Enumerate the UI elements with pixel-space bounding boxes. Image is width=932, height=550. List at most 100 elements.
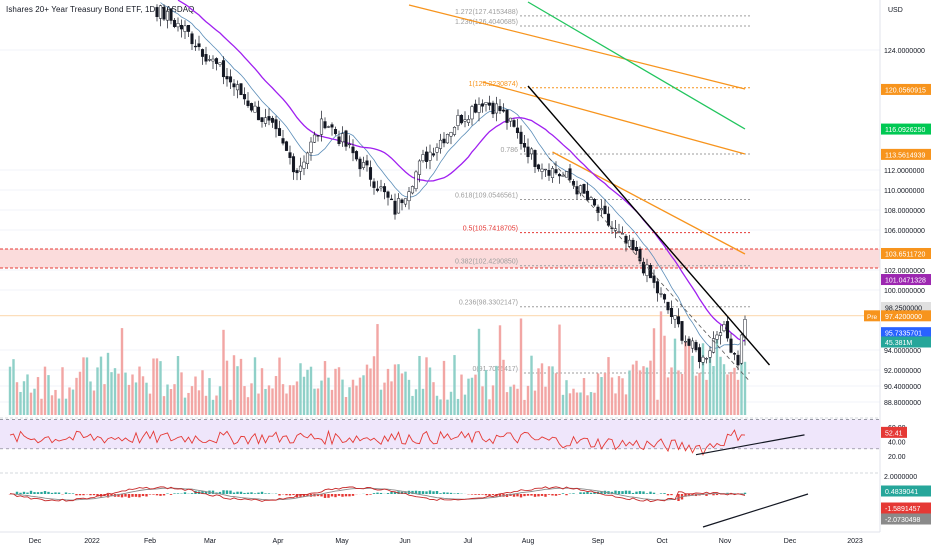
macd-histogram-bar xyxy=(75,494,78,496)
candle-body xyxy=(568,168,572,180)
price-tag xyxy=(881,310,931,322)
volume-bar xyxy=(463,394,467,415)
macd-histogram-bar xyxy=(666,494,670,496)
macd-histogram-bar xyxy=(715,494,719,496)
candle-body xyxy=(221,60,226,78)
candle-body xyxy=(267,116,271,121)
candle-body xyxy=(725,321,730,339)
candle-body xyxy=(708,350,712,358)
macd-histogram-bar xyxy=(684,494,687,497)
candle-body xyxy=(239,83,243,96)
candle-body xyxy=(386,191,390,198)
candle-body xyxy=(438,139,443,149)
candle-body xyxy=(155,7,159,17)
macd-histogram-bar xyxy=(173,493,176,494)
macd-histogram-bar xyxy=(544,494,547,497)
candle-body xyxy=(375,188,380,191)
volume-bar xyxy=(8,366,12,415)
volume-bar xyxy=(33,388,36,415)
macd-histogram-bar xyxy=(631,492,635,494)
volume-bar xyxy=(96,367,99,415)
candle-body xyxy=(554,169,558,174)
time-tick-label: Oct xyxy=(657,538,668,545)
macd-histogram-bar xyxy=(299,494,302,497)
volume-bar xyxy=(635,360,638,415)
macd-histogram-bar xyxy=(474,494,477,495)
candle-body xyxy=(676,316,681,325)
volume-bar xyxy=(22,381,26,415)
volume-bar xyxy=(145,382,148,415)
rsi-tick-label: 40.00 xyxy=(888,439,906,446)
price-tag-label: 95.7335701 xyxy=(885,331,922,338)
macd-histogram-bar xyxy=(152,494,155,495)
candle-body xyxy=(683,341,688,343)
volume-bar xyxy=(110,372,113,415)
candle-body xyxy=(589,197,593,200)
candle-body xyxy=(260,117,264,122)
volume-bar xyxy=(61,367,64,415)
volume-bar xyxy=(348,387,351,415)
macd-histogram-bar xyxy=(659,493,663,494)
volume-bar xyxy=(733,367,736,415)
volume-bar xyxy=(85,357,89,415)
time-tick-label: May xyxy=(335,538,349,545)
candle-body xyxy=(662,294,667,300)
price-tag xyxy=(881,327,931,339)
volume-bar xyxy=(467,378,470,415)
candle-body xyxy=(515,127,520,134)
volume-bar xyxy=(169,389,173,415)
candle-body xyxy=(298,165,303,172)
candle-body xyxy=(470,106,474,120)
candle-body xyxy=(673,315,677,320)
candle-body xyxy=(235,84,240,91)
candle-body xyxy=(211,58,215,62)
candle-body xyxy=(690,340,695,349)
macd-histogram-bar xyxy=(19,492,22,494)
candle-body xyxy=(540,168,544,172)
candle-body xyxy=(704,358,709,360)
fib-level-label: 0(91.7046417) xyxy=(472,366,518,373)
candle-body xyxy=(354,151,359,160)
volume-bar xyxy=(204,395,208,415)
macd-histogram-bar xyxy=(642,491,645,494)
macd-histogram-bar xyxy=(225,490,229,494)
volume-bar xyxy=(558,324,561,415)
macd-histogram-bar xyxy=(393,492,397,494)
volume-bar xyxy=(127,384,131,415)
price-tag xyxy=(881,148,931,160)
candle-body xyxy=(400,199,404,204)
macd-histogram-bar xyxy=(512,494,516,497)
candle-body xyxy=(274,119,278,130)
volume-bar xyxy=(656,399,659,415)
candle-body xyxy=(680,321,684,341)
candle-body xyxy=(284,141,289,151)
volume-bar xyxy=(148,393,152,415)
volume-bar xyxy=(369,368,372,415)
volume-bar xyxy=(337,367,341,415)
candle-body xyxy=(638,249,642,262)
time-tick-label: Apr xyxy=(273,538,285,545)
macd-histogram-bar xyxy=(330,494,334,497)
macd-histogram-bar xyxy=(267,493,271,494)
fib-level-label: 0.618(109.0546561) xyxy=(455,192,518,199)
volume-bar xyxy=(26,374,29,415)
candle-body xyxy=(557,174,562,177)
fib-level-label: 0.382(102.4290850) xyxy=(455,259,518,266)
volume-bar xyxy=(379,389,383,415)
volume-bar xyxy=(54,389,57,415)
volume-bar xyxy=(537,368,540,415)
price-tag-label: 45.381M xyxy=(885,340,912,347)
macd-histogram-bar xyxy=(533,494,537,497)
macd-histogram-bar xyxy=(530,494,533,496)
macd-histogram-bar xyxy=(677,494,680,502)
fib-level-label: 1.236(126.4040685) xyxy=(455,19,518,26)
candle-body xyxy=(214,58,219,64)
macd-histogram-bar xyxy=(260,491,264,494)
macd-histogram-bar xyxy=(40,491,43,494)
macd-histogram-bar xyxy=(127,494,131,498)
candle-body xyxy=(603,205,607,215)
candle-body xyxy=(449,132,453,137)
macd-histogram-bar xyxy=(624,490,628,494)
volume-bar xyxy=(544,386,547,415)
macd-histogram-bar xyxy=(537,494,540,497)
